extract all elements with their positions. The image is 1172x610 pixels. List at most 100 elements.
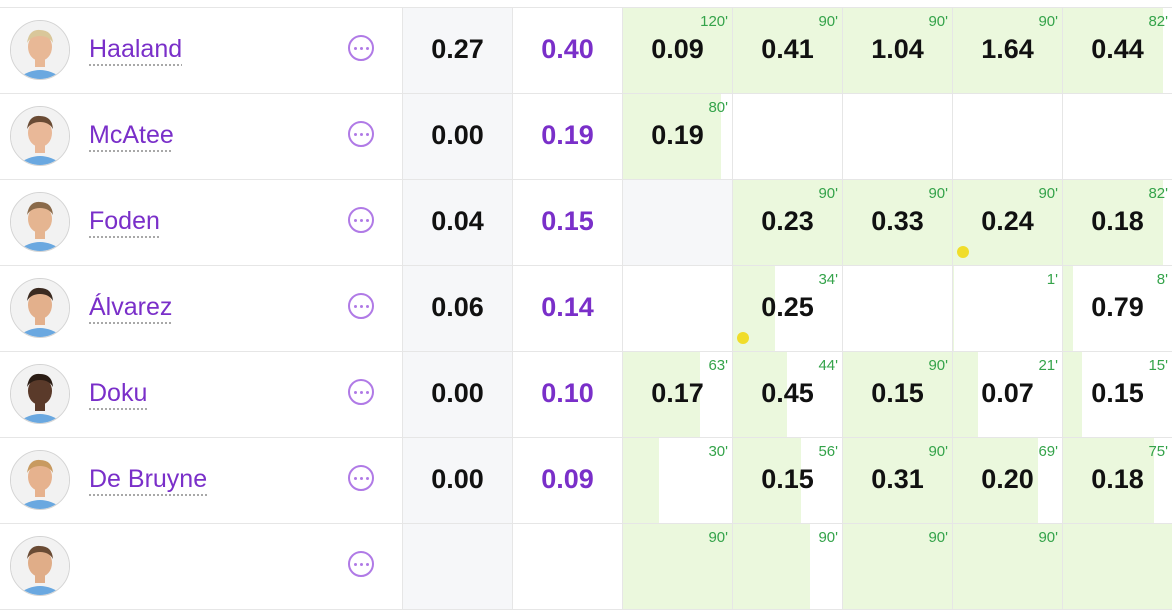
match-cell[interactable]: 120' 0.09 — [622, 8, 733, 93]
match-cell[interactable]: 90' 0.33 — [842, 180, 953, 265]
stat-value-secondary: 0.19 — [541, 120, 594, 150]
player-photo-icon — [11, 279, 69, 337]
player-avatar[interactable] — [10, 192, 70, 252]
stat-value-secondary: 0.14 — [541, 292, 594, 322]
stat-cell-secondary: 0.10 — [512, 352, 622, 437]
stat-value-primary: 0.27 — [431, 34, 484, 64]
match-cell[interactable] — [1062, 94, 1172, 179]
minutes-played-label: 90' — [928, 13, 948, 30]
more-options-icon[interactable] — [348, 35, 374, 61]
match-cell[interactable]: 90' — [732, 524, 842, 609]
match-cell[interactable] — [1062, 524, 1172, 609]
match-cell[interactable] — [732, 94, 842, 179]
match-cell[interactable]: 8' 0.79 — [1062, 266, 1172, 351]
minutes-played-bar — [843, 180, 953, 265]
player-row[interactable]: 90' 90' 90' 90' — [0, 524, 1172, 610]
match-cell[interactable]: 1' — [952, 266, 1062, 351]
match-cell[interactable]: 69' 0.20 — [952, 438, 1062, 523]
match-stat-value: 0.31 — [871, 464, 924, 494]
player-name-link[interactable]: Álvarez — [89, 293, 173, 321]
player-name-link[interactable]: Haaland — [89, 35, 183, 63]
stat-cell-primary — [402, 524, 512, 609]
more-options-icon[interactable] — [348, 293, 374, 319]
minutes-played-bar — [733, 438, 801, 523]
minutes-played-label: 90' — [1038, 13, 1058, 30]
player-avatar[interactable] — [10, 20, 70, 80]
match-cell[interactable]: 90' — [952, 524, 1063, 609]
stat-cell-primary: 0.04 — [402, 180, 512, 265]
match-cell[interactable]: 44' 0.45 — [732, 352, 842, 437]
match-cell[interactable]: 90' 0.31 — [842, 438, 953, 523]
match-stat-value: 0.18 — [1091, 206, 1144, 236]
player-row[interactable]: Foden 0.04 0.15 90' 0.23 90' 0.33 90' 0.24 82' 0.1… — [0, 180, 1172, 266]
match-cell[interactable]: 82' 0.44 — [1062, 8, 1172, 93]
stat-value-secondary: 0.40 — [541, 34, 594, 64]
match-cell[interactable]: 75' 0.18 — [1062, 438, 1172, 523]
minutes-played-bar — [733, 352, 787, 437]
match-cell[interactable]: 90' 1.64 — [952, 8, 1063, 93]
match-cell[interactable] — [842, 94, 952, 179]
match-cell[interactable]: 80' 0.19 — [622, 94, 732, 179]
player-cell: McAtee — [0, 94, 402, 179]
player-row[interactable]: McAtee 0.00 0.19 80' 0.19 — [0, 94, 1172, 180]
player-cell: De Bruyne — [0, 438, 402, 523]
match-cell[interactable]: 56' 0.15 — [732, 438, 842, 523]
match-cell[interactable] — [622, 180, 732, 265]
stat-cell-secondary: 0.14 — [512, 266, 622, 351]
more-options-icon[interactable] — [348, 121, 374, 147]
more-options-icon[interactable] — [348, 379, 374, 405]
player-name-link[interactable]: De Bruyne — [89, 465, 208, 493]
match-stat-value: 0.15 — [761, 464, 814, 494]
match-cell[interactable]: 90' 1.04 — [842, 8, 953, 93]
stat-cell-secondary: 0.40 — [512, 8, 622, 93]
player-photo-icon — [11, 451, 69, 509]
match-cell[interactable]: 90' — [622, 524, 733, 609]
match-cell[interactable]: 90' — [842, 524, 953, 609]
player-row[interactable]: Haaland 0.27 0.40 120' 0.09 90' 0.41 90' 1.04 90'… — [0, 8, 1172, 94]
match-stat-value: 0.41 — [761, 34, 814, 64]
player-avatar[interactable] — [10, 106, 70, 166]
more-options-icon[interactable] — [348, 207, 374, 233]
match-cell[interactable] — [622, 266, 732, 351]
match-cell[interactable]: 90' 0.15 — [842, 352, 953, 437]
match-cell[interactable]: 90' 0.24 — [952, 180, 1063, 265]
player-cell: Álvarez — [0, 266, 402, 351]
match-stat-value: 1.04 — [871, 34, 924, 64]
match-cell[interactable]: 15' 0.15 — [1062, 352, 1172, 437]
match-cell[interactable] — [952, 94, 1062, 179]
player-photo-icon — [11, 365, 69, 423]
player-name-link[interactable]: McAtee — [89, 121, 174, 149]
match-stat-value: 1.64 — [981, 34, 1034, 64]
player-name-link[interactable]: Foden — [89, 207, 160, 235]
match-cell[interactable] — [842, 266, 952, 351]
more-options-icon[interactable] — [348, 465, 374, 491]
match-stat-value: 0.19 — [651, 120, 704, 150]
player-name-link[interactable]: Doku — [89, 379, 148, 407]
stat-value-primary: 0.04 — [431, 206, 484, 236]
match-stat-value: 0.23 — [761, 206, 814, 236]
player-photo-icon — [11, 537, 69, 595]
match-cell[interactable]: 30' — [622, 438, 732, 523]
minutes-played-bar — [733, 180, 843, 265]
player-avatar[interactable] — [10, 450, 70, 510]
player-row[interactable]: De Bruyne 0.00 0.09 30' 56' 0.15 90' 0.31 69' 0.2… — [0, 438, 1172, 524]
minutes-played-bar — [843, 352, 953, 437]
match-cell[interactable]: 34' 0.25 — [732, 266, 842, 351]
stat-cell-primary: 0.00 — [402, 94, 512, 179]
match-cell[interactable]: 82' 0.18 — [1062, 180, 1172, 265]
match-cell[interactable]: 21' 0.07 — [952, 352, 1062, 437]
stat-cell-secondary: 0.09 — [512, 438, 622, 523]
match-cell[interactable]: 63' 0.17 — [622, 352, 732, 437]
player-row[interactable]: Doku 0.00 0.10 63' 0.17 44' 0.45 90' 0.15 21' 0.07… — [0, 352, 1172, 438]
match-stat-value: 0.79 — [1091, 292, 1144, 322]
match-cell[interactable]: 90' 0.23 — [732, 180, 843, 265]
more-options-icon[interactable] — [348, 551, 374, 577]
minutes-played-bar — [1063, 180, 1163, 265]
player-avatar[interactable] — [10, 278, 70, 338]
player-avatar[interactable] — [10, 364, 70, 424]
match-cell[interactable]: 90' 0.41 — [732, 8, 843, 93]
player-photo-icon — [11, 21, 69, 79]
player-row[interactable]: Álvarez 0.06 0.14 34' 0.25 1' 8' 0.79 — [0, 266, 1172, 352]
minutes-played-label: 34' — [818, 271, 838, 288]
player-avatar[interactable] — [10, 536, 70, 596]
